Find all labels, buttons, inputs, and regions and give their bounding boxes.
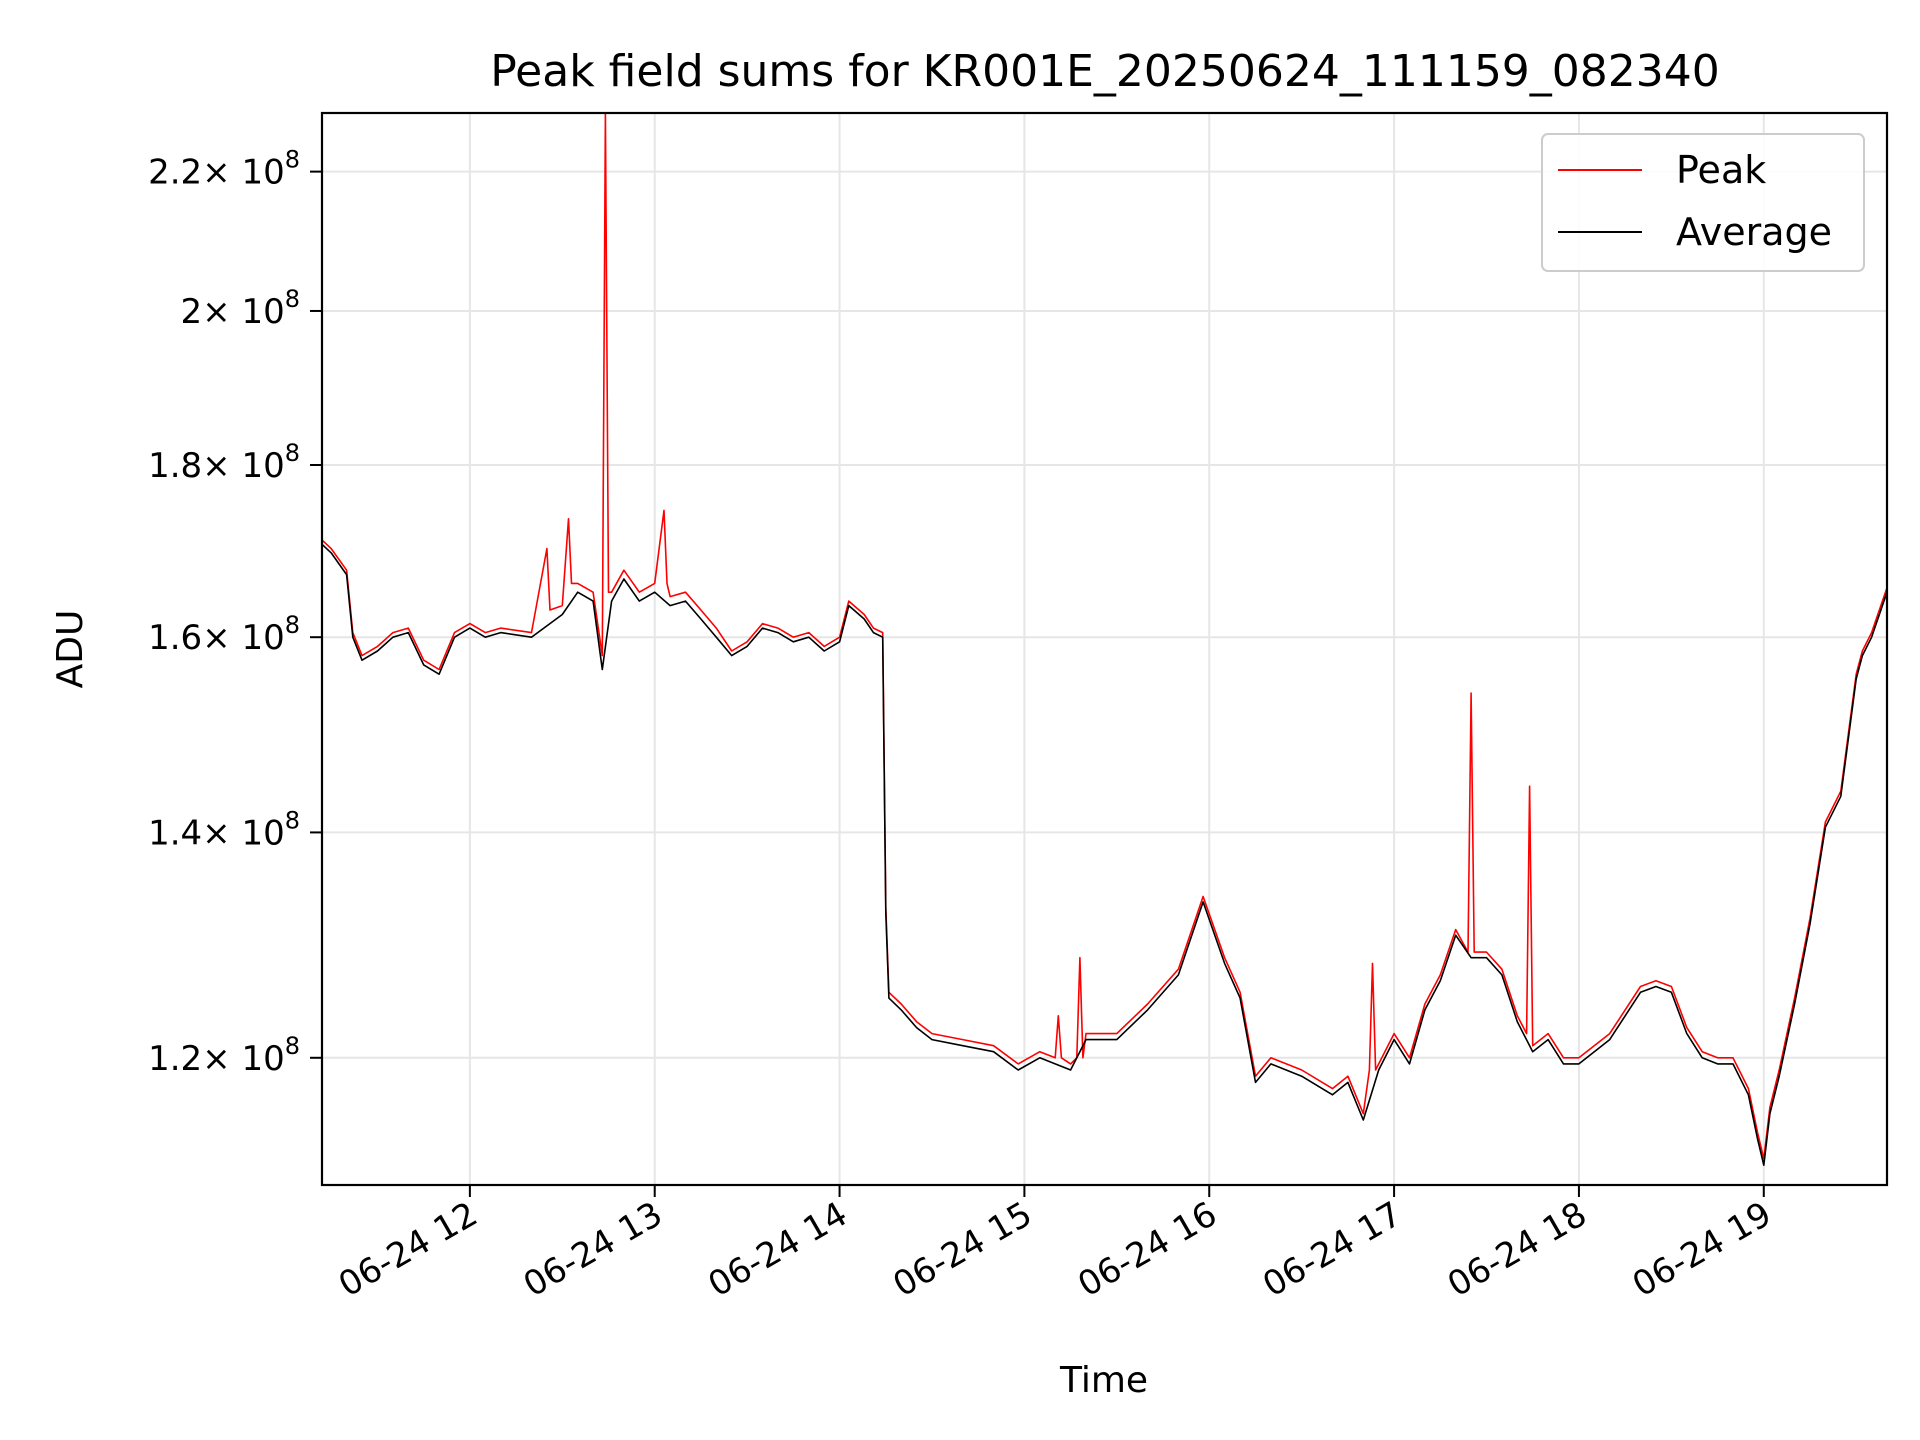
y-tick-times: × 10	[202, 813, 285, 853]
y-tick-mantissa: 1.6	[148, 618, 202, 658]
series-line-peak	[322, 113, 1887, 1160]
y-tick-mantissa: 2.2	[148, 153, 202, 193]
y-tick-exponent: 8	[285, 611, 300, 639]
y-tick-exponent: 8	[285, 1032, 300, 1060]
y-tick-label: 1.6× 108	[148, 611, 300, 658]
y-tick-mantissa: 2	[181, 292, 203, 332]
y-tick-exponent: 8	[285, 285, 300, 313]
x-axis-title: Time	[1059, 1360, 1148, 1401]
y-tick-label: 2.2× 108	[148, 146, 300, 193]
legend: Peak Average	[1541, 133, 1865, 272]
series-layer	[322, 113, 1887, 1166]
y-tick-exponent: 8	[285, 806, 300, 834]
y-tick-mantissa: 1.2	[148, 1039, 202, 1079]
y-tick-times: × 10	[202, 446, 285, 486]
y-tick-mantissa: 1.4	[148, 813, 202, 853]
y-tick-times: × 10	[202, 292, 285, 332]
y-tick-label: 2× 108	[181, 285, 300, 332]
y-tick-label: 1.4× 108	[148, 806, 300, 853]
chart-title: Peak field sums for KR001E_20250624_1111…	[490, 46, 1720, 97]
legend-label-peak: Peak	[1676, 148, 1766, 192]
legend-box	[1541, 133, 1865, 272]
y-axis-title: ADU	[50, 610, 91, 689]
y-tick-times: × 10	[202, 153, 285, 193]
plot-frame	[320, 111, 1889, 1187]
y-tick-times: × 10	[202, 618, 285, 658]
y-tick-exponent: 8	[285, 146, 300, 174]
y-tick-exponent: 8	[285, 439, 300, 467]
y-tick-label: 1.8× 108	[148, 439, 300, 486]
legend-label-average: Average	[1676, 210, 1832, 254]
y-tick-times: × 10	[202, 1039, 285, 1079]
y-tick-mantissa: 1.8	[148, 446, 202, 486]
y-tick-label: 1.2× 108	[148, 1032, 300, 1079]
grid	[322, 113, 1887, 1185]
series-line-average	[322, 543, 1887, 1166]
